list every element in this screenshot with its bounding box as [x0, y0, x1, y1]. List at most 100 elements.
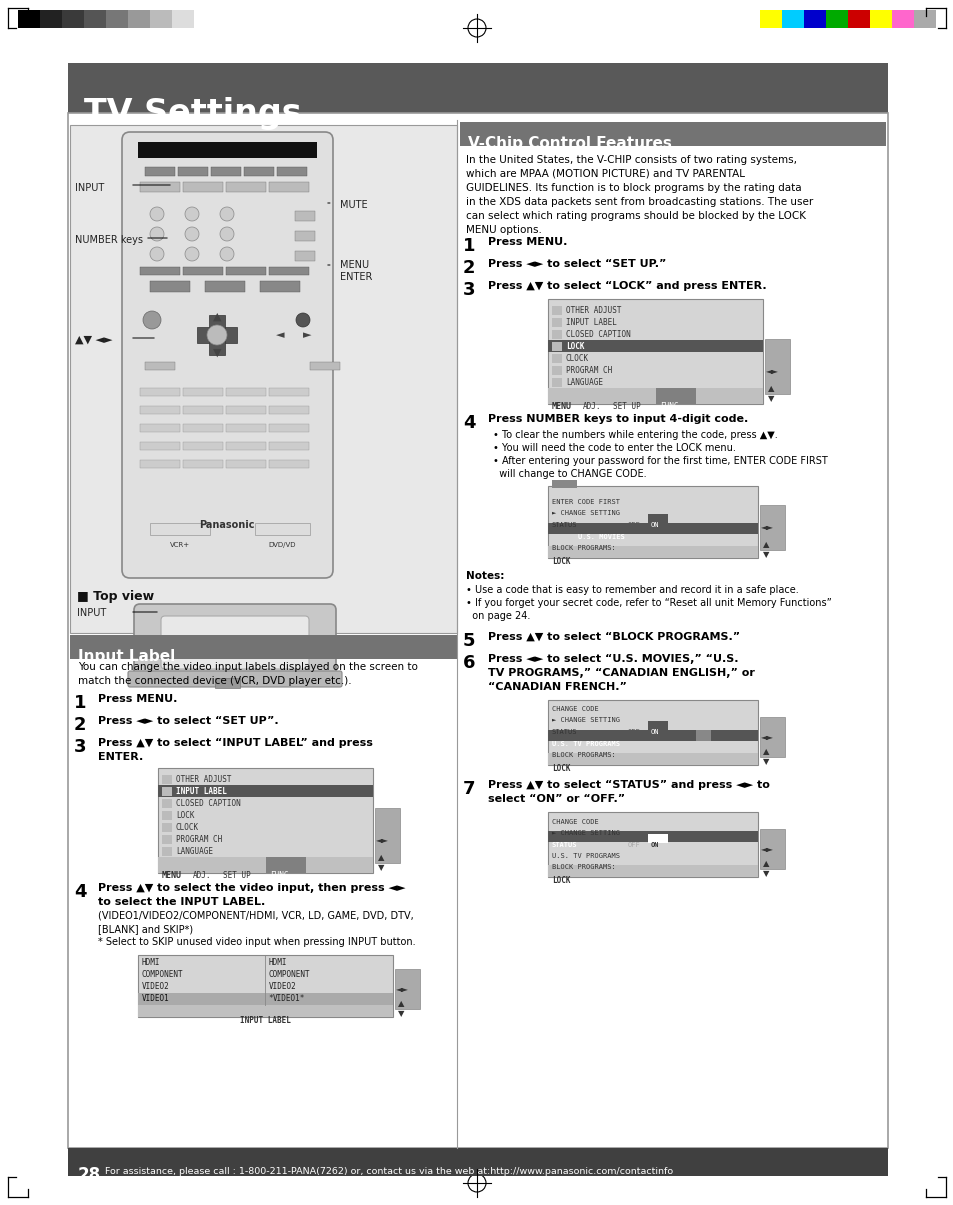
- Circle shape: [220, 247, 233, 261]
- Bar: [106, 10, 128, 28]
- Bar: [547, 486, 758, 558]
- Bar: [145, 167, 174, 176]
- Text: ENTER CODE FIRST: ENTER CODE FIRST: [552, 499, 619, 505]
- Text: COMPONENT: COMPONENT: [269, 970, 311, 978]
- Bar: [226, 268, 266, 275]
- Text: U.S. TV PROGRAMS: U.S. TV PROGRAMS: [552, 741, 619, 747]
- Text: LOCK: LOCK: [552, 876, 570, 884]
- Text: CLOCK: CLOCK: [175, 823, 199, 831]
- Bar: [150, 10, 172, 28]
- Bar: [847, 10, 869, 28]
- FancyBboxPatch shape: [133, 604, 335, 681]
- Text: Input Label: Input Label: [78, 649, 175, 664]
- Text: 3: 3: [74, 737, 87, 756]
- Bar: [226, 442, 266, 449]
- Bar: [647, 834, 667, 843]
- Text: OTHER ADJUST: OTHER ADJUST: [175, 775, 232, 784]
- Text: on page 24.: on page 24.: [465, 611, 530, 621]
- Text: INPUT: INPUT: [75, 183, 104, 193]
- Text: • After entering your password for the first time, ENTER CODE FIRST: • After entering your password for the f…: [493, 455, 827, 466]
- Text: ADJ.: ADJ.: [193, 871, 212, 880]
- Text: ▲
▼: ▲ ▼: [397, 999, 404, 1018]
- Bar: [138, 956, 393, 1017]
- Bar: [547, 340, 762, 352]
- Bar: [647, 515, 667, 523]
- Text: [BLANK] and SKIP*): [BLANK] and SKIP*): [98, 924, 193, 934]
- Bar: [552, 366, 561, 375]
- Text: COMPONENT: COMPONENT: [142, 970, 183, 978]
- Text: ► CHANGE SETTING: ► CHANGE SETTING: [552, 510, 619, 516]
- Bar: [913, 10, 935, 28]
- Bar: [183, 388, 223, 396]
- Bar: [891, 10, 913, 28]
- Bar: [140, 388, 180, 396]
- Bar: [214, 678, 240, 688]
- Bar: [172, 10, 193, 28]
- Bar: [140, 424, 180, 433]
- Bar: [269, 388, 309, 396]
- Text: BLOCK PROGRAMS:: BLOCK PROGRAMS:: [552, 545, 615, 551]
- Text: INPUT LABEL: INPUT LABEL: [175, 787, 227, 797]
- Text: OTHER ADJUST: OTHER ADJUST: [565, 306, 620, 315]
- Bar: [138, 993, 393, 1005]
- Bar: [764, 339, 789, 394]
- Bar: [158, 784, 373, 797]
- Text: Press ◄► to select “U.S. MOVIES,” “U.S.: Press ◄► to select “U.S. MOVIES,” “U.S.: [488, 654, 738, 664]
- Text: TV PROGRAMS,” “CANADIAN ENGLISH,” or: TV PROGRAMS,” “CANADIAN ENGLISH,” or: [488, 668, 754, 678]
- Text: DVD/VD: DVD/VD: [268, 542, 295, 548]
- Text: ►: ►: [302, 330, 311, 340]
- Bar: [183, 182, 223, 192]
- Text: SET UP: SET UP: [613, 402, 640, 411]
- Bar: [269, 442, 309, 449]
- Bar: [162, 775, 172, 784]
- Bar: [205, 281, 245, 292]
- Text: INPUT LABEL: INPUT LABEL: [565, 318, 617, 327]
- Text: in the XDS data packets sent from broadcasting stations. The user: in the XDS data packets sent from broadc…: [465, 196, 812, 207]
- Text: You can change the video input labels displayed on the screen to: You can change the video input labels di…: [78, 662, 417, 672]
- Bar: [162, 847, 172, 856]
- Bar: [552, 480, 577, 488]
- Text: GUIDELINES. Its function is to block programs by the rating data: GUIDELINES. Its function is to block pro…: [465, 183, 801, 193]
- Text: which are MPAA (MOTION PICTURE) and TV PARENTAL: which are MPAA (MOTION PICTURE) and TV P…: [465, 169, 744, 180]
- Text: Press ▲▼ to select “INPUT LABEL” and press: Press ▲▼ to select “INPUT LABEL” and pre…: [98, 737, 373, 748]
- Text: HDMI: HDMI: [142, 958, 160, 966]
- Text: *: *: [269, 994, 278, 1003]
- Bar: [269, 268, 309, 275]
- Bar: [140, 182, 180, 192]
- Text: VIDEO2: VIDEO2: [142, 982, 170, 991]
- Text: ▲
▼: ▲ ▼: [767, 384, 774, 404]
- Text: PROGRAM CH: PROGRAM CH: [175, 835, 222, 844]
- Text: CLOSED CAPTION: CLOSED CAPTION: [565, 330, 630, 339]
- Text: Press ◄► to select “SET UP.”: Press ◄► to select “SET UP.”: [488, 259, 666, 269]
- Circle shape: [143, 311, 161, 329]
- Circle shape: [233, 641, 242, 649]
- Text: Press NUMBER keys to input 4-digit code.: Press NUMBER keys to input 4-digit code.: [488, 415, 747, 424]
- Text: Press MENU.: Press MENU.: [98, 694, 177, 704]
- Circle shape: [220, 227, 233, 241]
- Text: ▲
▼: ▲ ▼: [762, 540, 768, 559]
- Bar: [138, 142, 316, 158]
- Bar: [40, 10, 62, 28]
- Bar: [869, 10, 891, 28]
- Bar: [128, 10, 150, 28]
- Bar: [183, 442, 223, 449]
- Text: Notes:: Notes:: [465, 571, 504, 581]
- Bar: [150, 281, 190, 292]
- Bar: [656, 388, 696, 404]
- FancyBboxPatch shape: [161, 616, 309, 669]
- Bar: [547, 865, 758, 877]
- Bar: [138, 1005, 393, 1017]
- Bar: [178, 167, 208, 176]
- Bar: [547, 523, 758, 534]
- Bar: [547, 388, 762, 404]
- Text: LANGUAGE: LANGUAGE: [565, 378, 602, 387]
- Bar: [760, 505, 784, 549]
- Text: ► CHANGE SETTING: ► CHANGE SETTING: [552, 717, 619, 723]
- Text: CHANGE CODE: CHANGE CODE: [552, 706, 598, 712]
- Text: STATUS: STATUS: [552, 842, 577, 848]
- Text: NUMBER keys: NUMBER keys: [75, 235, 143, 245]
- Bar: [760, 717, 784, 757]
- Text: In the United States, the V-CHIP consists of two rating systems,: In the United States, the V-CHIP consist…: [465, 155, 796, 165]
- Bar: [547, 730, 758, 741]
- Bar: [226, 460, 266, 468]
